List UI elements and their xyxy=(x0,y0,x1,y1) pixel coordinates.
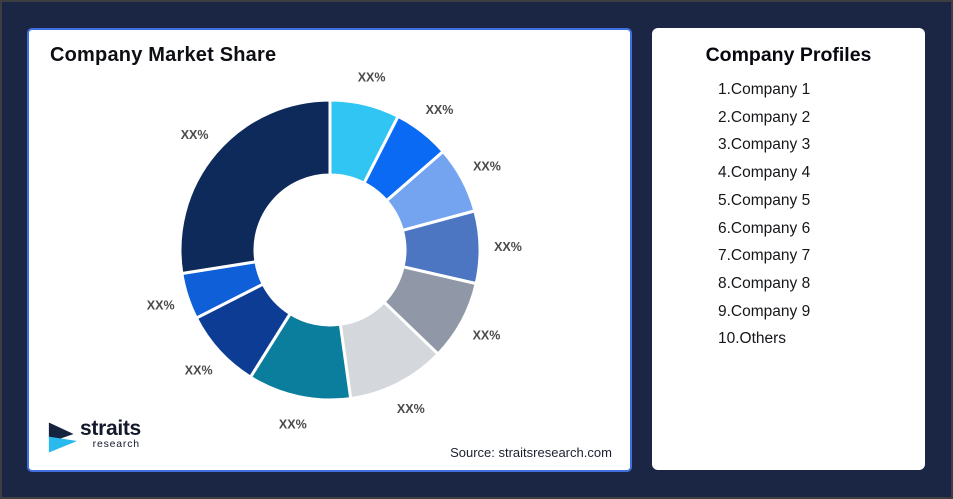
profile-list-item: 8.Company 8 xyxy=(718,274,811,292)
logo-brand-name: straits xyxy=(80,417,141,440)
logo-text: straits research xyxy=(80,418,141,450)
profile-list-item: 1.Company 1 xyxy=(718,81,811,98)
logo-brand-sub: research xyxy=(92,438,140,450)
segment-label-8: XX% xyxy=(185,364,213,378)
straits-logo-icon xyxy=(48,422,78,453)
segment-label-7: XX% xyxy=(279,418,307,432)
profile-list-item: 4.Company 4 xyxy=(718,164,811,182)
source-text: Source: straitsresearch.com xyxy=(450,445,612,460)
profile-list-item: 9.Company 9 xyxy=(718,302,811,320)
segment-label-9: XX% xyxy=(147,299,175,313)
company-profiles-card: Company Profiles 1.Company 1 2.Company 2 3… xyxy=(652,28,925,470)
straits-research-logo: straits research xyxy=(48,418,141,455)
segment-label-3: XX% xyxy=(473,160,501,174)
profiles-list: 1.Company 1 2.Company 2 3.Company 3 4.Compa… xyxy=(718,76,915,353)
segment-label-1: XX% xyxy=(358,70,386,84)
profiles-title: Company Profiles xyxy=(705,44,872,66)
profile-list-item: 7.Company 7 xyxy=(718,247,811,265)
segment-label-10: XX% xyxy=(181,128,209,142)
segment-label-4: XX% xyxy=(494,240,522,254)
profile-list-item: 3.Company 3 xyxy=(718,136,811,154)
chart-title: Company Market Share xyxy=(50,44,277,66)
logo-icon-cyan-shape xyxy=(48,436,78,453)
profile-list-item: 6.Company 6 xyxy=(718,219,811,237)
donut-chart: XX% XX% XX% XX% XX% XX% XX% XX% XX% XX% xyxy=(147,70,522,432)
segment-label-2: XX% xyxy=(426,103,454,117)
segment-label-5: XX% xyxy=(473,328,501,342)
logo-icon-navy-shape xyxy=(48,422,74,441)
profile-list-item: 10.Others xyxy=(718,330,787,348)
market-share-card: Company Market Share XX% XX% XX% XX% XX% XX% X… xyxy=(27,28,632,472)
profile-list-item: 2.Company 2 xyxy=(718,108,811,126)
segment-label-6: XX% xyxy=(397,402,425,416)
profile-list-item: 5.Company 5 xyxy=(718,191,811,209)
donut-segment-10 xyxy=(178,98,332,275)
